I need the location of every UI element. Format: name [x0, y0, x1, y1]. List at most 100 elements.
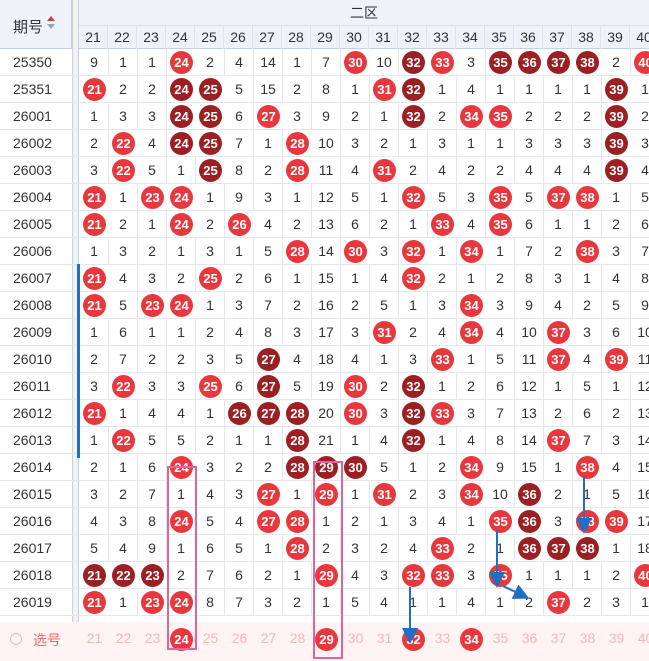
sort-icon[interactable] — [47, 16, 55, 32]
miss-count: 3 — [457, 49, 486, 75]
selectable-number-40[interactable]: 40 — [637, 630, 649, 646]
table-row[interactable]: 26015 3 2 7 1 4 3 27 1 29 1 31 2 3 34 10 36 2 1 5 16 — [0, 481, 649, 508]
drawn-number-ball: 27 — [257, 510, 280, 533]
selectable-number-38[interactable]: 38 — [579, 630, 596, 646]
table-row[interactable]: 26006 1 3 2 1 3 1 5 28 14 30 3 32 1 34 1 7 2 38 3 7 — [0, 238, 649, 265]
drawn-number-ball: 34 — [460, 321, 483, 344]
table-row[interactable]: 260182122232762129433233335111240 — [0, 562, 649, 589]
table-row[interactable]: 25351 21 2 2 24 25 5 15 2 8 1 31 32 1 4 1 1 1 1 39 1 — [0, 76, 649, 103]
drawn-number-ball: 37 — [547, 186, 570, 209]
table-row[interactable]: 26019 21 1 23 24 8 7 3 2 1 5 4 1 1 4 1 2 37 2 3 1 — [0, 589, 649, 616]
table-row[interactable]: 26005 21 2 1 24 2 26 4 2 13 6 2 1 33 4 35 6 1 1 2 6 — [0, 211, 649, 238]
highlight-box-29 — [313, 461, 343, 659]
miss-count: 2 — [283, 292, 312, 318]
miss-count: 2 — [254, 454, 283, 480]
table-row[interactable]: 26009 1 6 1 1 2 4 8 3 17 3 31 2 4 34 4 10 37 3 6 10 — [0, 319, 649, 346]
miss-count: 5 — [109, 292, 138, 318]
miss-count: 3 — [370, 562, 399, 588]
selectable-number-35[interactable]: 35 — [492, 630, 509, 646]
miss-count: 3 — [428, 481, 457, 507]
miss-count: 2 — [80, 130, 109, 156]
miss-count: 3 — [196, 346, 225, 372]
period-value: 26017 — [13, 540, 52, 556]
table-row[interactable]: 26011 3 22 3 3 25 6 27 5 19 30 2 32 1 2 6 12 1 5 1 12 — [0, 373, 649, 400]
drawn-number-ball: 29 — [315, 564, 338, 587]
selectable-number-33[interactable]: 33 — [434, 630, 451, 646]
miss-count: 5 — [428, 184, 457, 210]
miss-count: 7 — [225, 130, 254, 156]
table-row[interactable]: 26017 5 4 9 1 6 5 1 28 2 3 2 4 33 2 1 36 37 38 1 18 — [0, 535, 649, 562]
miss-count: 3 — [573, 319, 602, 345]
selector-radio-icon[interactable] — [10, 633, 22, 645]
table-row[interactable]: 26014 2 1 6 24 3 2 2 28 29 30 5 1 2 34 9 15 1 38 4 15 — [0, 454, 649, 481]
miss-count: 11 — [312, 157, 341, 183]
table-row[interactable]: 26010 2 7 2 2 3 5 27 4 18 4 1 3 33 1 5 11 37 4 39 11 — [0, 346, 649, 373]
miss-count: 14 — [254, 49, 283, 75]
miss-count: 4 — [486, 319, 515, 345]
selectable-number-21[interactable]: 21 — [86, 630, 103, 646]
period-value: 26004 — [13, 189, 52, 205]
drawn-number-ball: 38 — [576, 186, 599, 209]
table-row[interactable]: 26003 3 22 5 1 25 8 2 28 11 4 31 2 4 2 2 4 4 4 39 4 — [0, 157, 649, 184]
table-row[interactable]: 26004 21 1 23 24 1 9 3 1 12 5 1 32 5 3 35 5 37 38 1 5 — [0, 184, 649, 211]
miss-count: 1 — [428, 427, 457, 453]
drawn-number-ball: 25 — [199, 159, 222, 182]
selectable-number-22[interactable]: 22 — [115, 630, 132, 646]
miss-count: 15 — [515, 454, 544, 480]
drawn-number-ball: 25 — [199, 132, 222, 155]
selected-number-32[interactable]: 32 — [402, 628, 425, 651]
drawn-number-ball: 34 — [460, 483, 483, 506]
number-selector-row[interactable]: 选号 21 22 23 24 25 26 27 28 29 30 31 32 33 34 35 36 37 38 3… — [0, 622, 649, 661]
selectable-number-39[interactable]: 39 — [608, 630, 625, 646]
drawn-number-ball: 39 — [605, 78, 628, 101]
selected-number-34[interactable]: 34 — [460, 628, 483, 651]
miss-count: 4 — [602, 454, 631, 480]
drawn-number-ball: 37 — [547, 321, 570, 344]
table-row[interactable]: 26008 21 5 23 24 1 3 7 2 16 2 5 1 3 34 3 9 4 2 5 9 — [0, 292, 649, 319]
miss-count: 8 — [254, 319, 283, 345]
selectable-number-27[interactable]: 27 — [260, 630, 277, 646]
table-row[interactable]: 253509112424141730103233335363738240 — [0, 49, 649, 76]
miss-count: 5 — [370, 454, 399, 480]
miss-count: 2 — [428, 103, 457, 129]
miss-count: 2 — [573, 589, 602, 615]
miss-count: 1 — [573, 562, 602, 588]
drawn-number-ball: 28 — [286, 429, 309, 452]
selected-number-29[interactable]: 29 — [315, 628, 338, 651]
miss-count: 18 — [312, 346, 341, 372]
drawn-number-ball: 39 — [605, 510, 628, 533]
miss-count: 1 — [399, 211, 428, 237]
drawn-number-ball: 34 — [460, 456, 483, 479]
table-row[interactable]: 26002 2 22 4 24 25 7 1 28 10 3 2 1 3 1 1 3 3 3 39 3 — [0, 130, 649, 157]
miss-count: 6 — [486, 373, 515, 399]
miss-count: 10 — [312, 130, 341, 156]
miss-count: 1 — [631, 589, 649, 615]
miss-count: 2 — [428, 265, 457, 291]
column-header-37: 37 — [543, 26, 572, 49]
selectable-number-36[interactable]: 36 — [521, 630, 538, 646]
table-row[interactable]: 26007 21 4 3 2 25 2 6 1 15 1 4 32 2 1 2 8 3 1 4 8 — [0, 265, 649, 292]
miss-count: 7 — [631, 238, 649, 264]
table-row[interactable]: 26016 4 3 8 24 5 4 27 28 1 2 1 3 4 1 35 36 3 38 39 17 — [0, 508, 649, 535]
selectable-number-28[interactable]: 28 — [289, 630, 306, 646]
selectable-number-37[interactable]: 37 — [550, 630, 567, 646]
miss-count: 1 — [138, 211, 167, 237]
drawn-number-ball: 22 — [112, 132, 135, 155]
miss-count: 1 — [544, 76, 573, 102]
miss-count: 3 — [486, 292, 515, 318]
drawn-number-ball: 24 — [170, 105, 193, 128]
selectable-number-30[interactable]: 30 — [347, 630, 364, 646]
selectable-number-23[interactable]: 23 — [144, 630, 161, 646]
drawn-number-ball: 36 — [518, 537, 541, 560]
selectable-number-25[interactable]: 25 — [202, 630, 219, 646]
period-column-header[interactable]: 期号 — [0, 0, 72, 49]
table-row[interactable]: 26001 1 3 3 24 25 6 27 3 9 2 1 32 2 34 35 2 2 2 39 2 — [0, 103, 649, 130]
miss-count: 2 — [138, 238, 167, 264]
selectable-number-26[interactable]: 26 — [231, 630, 248, 646]
table-row[interactable]: 26013 1 22 5 5 2 1 1 28 21 1 4 32 1 4 8 14 37 7 3 14 — [0, 427, 649, 454]
selectable-number-31[interactable]: 31 — [376, 630, 393, 646]
drawn-number-ball: 30 — [344, 402, 367, 425]
table-row[interactable]: 26012 21 1 4 4 1 26 27 28 20 30 3 32 33 3 7 13 2 6 2 13 — [0, 400, 649, 427]
selected-number-24[interactable]: 24 — [170, 628, 193, 651]
miss-count: 1 — [80, 103, 109, 129]
